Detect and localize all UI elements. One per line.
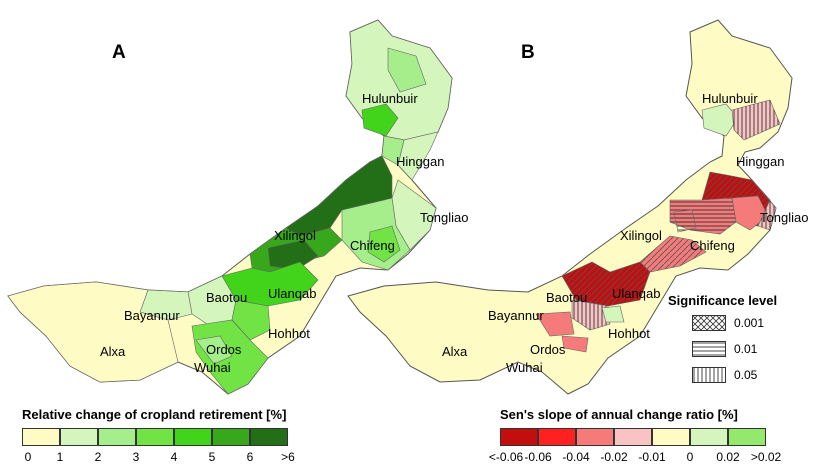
legend-b-tick: 0.02 [716,450,740,464]
map-a-ordos-inner [195,335,233,365]
significance-item-005: 0.05 [692,367,757,383]
map-b-label-xilingol: Xilingol [620,228,662,243]
panel-b-label: B [521,42,535,63]
legend-a-tick: 3 [132,450,140,464]
legend-b-swatch [538,428,576,446]
map-b-hulunbuir-east-hatch [732,100,780,140]
maps-svg: Hulunbuir Hinggan Tongliao Xilingol Chif… [7,19,808,395]
significance-item-001: 0.01 [692,341,757,357]
map-a-label-xilingol: Xilingol [274,228,316,243]
map-a-label-ordos: Ordos [206,342,242,357]
legend-b-tick: <-0.06 [488,450,524,464]
legend-b-tick: >0.02 [750,450,782,464]
map-b-label-bayannur: Bayannur [488,308,544,323]
map-b-ulanqab-hatch [562,262,650,306]
legend-b-swatch [500,428,538,446]
legend-b-tick: -0.04 [562,450,590,464]
legend-b-swatch [728,428,766,446]
map-a-label-ulanqab: Ulanqab [268,286,316,301]
legend-a-swatch [60,428,98,446]
panel-a-label: A [112,42,126,63]
legend-b-swatches [500,428,766,446]
legend-a-tick: 2 [94,450,102,464]
vertical-lines-icon [692,367,726,383]
significance-label: 0.01 [734,342,758,356]
legend-b-tick: -0.01 [638,450,666,464]
map-a-chifeng-core [367,225,401,263]
map-b-label-tongliao: Tongliao [760,210,808,225]
map-b-label-hulunbuir: Hulunbuir [702,91,758,106]
map-a-label-alxa: Alxa [100,344,126,359]
map-a-label-hinggan: Hinggan [396,154,444,169]
legend-b-tick: 0 [686,450,694,464]
legend-a-tick: 5 [208,450,216,464]
significance-title: Significance level [668,293,778,308]
map-b-ordos-patch [561,335,589,353]
legend-a-swatch [22,428,60,446]
map-b-tongliao-east-hatch [752,180,776,230]
map-a-label-tongliao: Tongliao [420,210,468,225]
legend-b-swatch [576,428,614,446]
legend-a-swatch [136,428,174,446]
map-b-label-wuhai: Wuhai [506,360,543,375]
legend-a-tick: 0 [24,450,32,464]
map-b-label-alxa: Alxa [442,344,468,359]
map-a-label-hulunbuir: Hulunbuir [362,91,418,106]
map-a: Hulunbuir Hinggan Tongliao Xilingol Chif… [7,19,468,395]
cross-hatch-icon [692,315,726,331]
map-b-ulanqab-green [601,305,625,323]
map-b-label-ordos: Ordos [530,342,566,357]
map-a-label-wuhai: Wuhai [194,360,231,375]
map-b-label-ulanqab: Ulanqab [612,286,660,301]
map-a-label-chifeng: Chifeng [350,238,395,253]
legend-a-swatches [22,428,288,446]
legend-b-title: Sen's slope of annual change ratio [%] [500,407,738,422]
map-b-xilingol-hatch [673,209,697,233]
map-a-label-hohhot: Hohhot [268,326,310,341]
map-b: Hulunbuir Hinggan Tongliao Xilingol Chif… [347,19,808,395]
legend-a-swatch [98,428,136,446]
legend-a-tick: >6 [281,450,295,464]
significance-label: 0.05 [734,368,758,382]
map-b-hohhot-hatch [572,300,610,330]
map-a-hinggan-west [381,135,405,166]
map-b-chifeng-south-hatch [640,236,706,272]
horizontal-lines-icon [692,341,726,357]
map-b-label-hinggan: Hinggan [736,154,784,169]
legend-a-swatch [174,428,212,446]
map-a-label-baotou: Baotou [206,290,247,305]
legend-b-tick: -0.06 [524,450,552,464]
map-a-label-bayannur: Bayannur [124,308,180,323]
map-b-label-hohhot: Hohhot [608,326,650,341]
legend-a-tick: 4 [170,450,178,464]
legend-a-swatch [250,428,288,446]
significance-label: 0.001 [734,316,765,330]
map-b-baotou-south [535,311,575,337]
map-a-hulunbuir-east [387,47,427,93]
map-a-xilingol-dark [267,239,319,271]
map-b-label-baotou: Baotou [546,290,587,305]
map-b-label-chifeng: Chifeng [690,238,735,253]
map-b-hulunbuir-hotspot [701,103,739,137]
legend-b-tick: -0.02 [600,450,628,464]
legend-a-swatch [212,428,250,446]
significance-item-0001: 0.001 [692,315,764,331]
legend-b-swatch [690,428,728,446]
legend-a-title: Relative change of cropland retirement [… [22,407,287,422]
map-a-alxa [7,281,179,383]
legend-a-tick: 6 [246,450,254,464]
legend-a-tick: 1 [56,450,64,464]
map-a-hulunbuir-hotspot [361,103,399,137]
legend-b-swatch [614,428,652,446]
legend-b-swatch [652,428,690,446]
